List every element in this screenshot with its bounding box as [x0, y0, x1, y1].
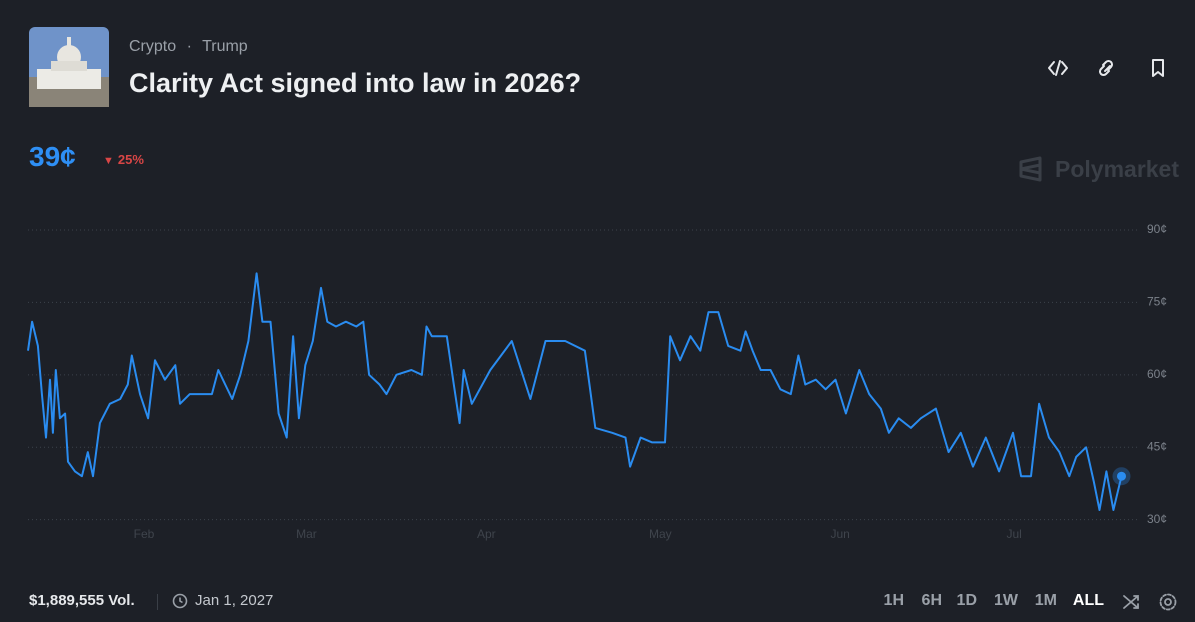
shuffle-icon[interactable] [1123, 595, 1139, 609]
x-tick-label: Jun [830, 527, 849, 541]
price-line [27, 272, 1123, 511]
embed-icon[interactable] [1048, 60, 1068, 76]
x-tick-label: May [649, 527, 672, 541]
change-value: 25% [117, 152, 144, 167]
divider [157, 594, 158, 610]
range-button[interactable]: ALL [1072, 592, 1104, 609]
chart-controls [1123, 593, 1177, 611]
bookmark-icon[interactable] [1152, 59, 1164, 77]
price-change: ▼ 25% [103, 152, 144, 167]
range-button[interactable]: 6H [921, 592, 942, 609]
y-tick-label: 60¢ [1147, 367, 1167, 381]
market-image [29, 27, 109, 107]
link-icon[interactable] [1098, 59, 1114, 77]
tag[interactable]: Trump [202, 38, 248, 55]
y-tick-label: 75¢ [1147, 295, 1167, 309]
x-tick-label: Mar [296, 527, 317, 541]
settings-icon[interactable] [1164, 598, 1172, 606]
action-icons [1048, 59, 1164, 77]
tag[interactable]: Crypto [129, 38, 177, 55]
end-date: Jan 1, 2027 [195, 592, 274, 609]
y-tick-label: 90¢ [1147, 222, 1167, 236]
y-tick-label: 30¢ [1147, 512, 1167, 526]
x-tick-label: Apr [477, 527, 496, 541]
range-button[interactable]: 1W [994, 592, 1018, 609]
range-button[interactable]: 1H [883, 592, 904, 609]
current-price: 39¢ [29, 141, 76, 172]
volume: $1,889,555 Vol. [29, 592, 135, 609]
x-tick-label: Jul [1007, 527, 1022, 541]
current-point [1116, 471, 1126, 481]
brand-logo [1019, 156, 1042, 182]
range-button[interactable]: 1M [1034, 592, 1057, 609]
market-title: Clarity Act signed into law in 2026? [129, 68, 582, 98]
tags: Crypto · Trump [129, 38, 248, 55]
x-tick-label: Feb [134, 527, 155, 541]
range-button[interactable]: 1D [956, 592, 977, 609]
clock-icon [172, 593, 188, 609]
brand-name: Polymarket [1055, 156, 1180, 182]
y-tick-label: 45¢ [1147, 439, 1167, 453]
price-chart: 30¢ 45¢ 60¢ 75¢ 90¢ Feb Mar Apr May Jun Jul [27, 222, 1167, 541]
